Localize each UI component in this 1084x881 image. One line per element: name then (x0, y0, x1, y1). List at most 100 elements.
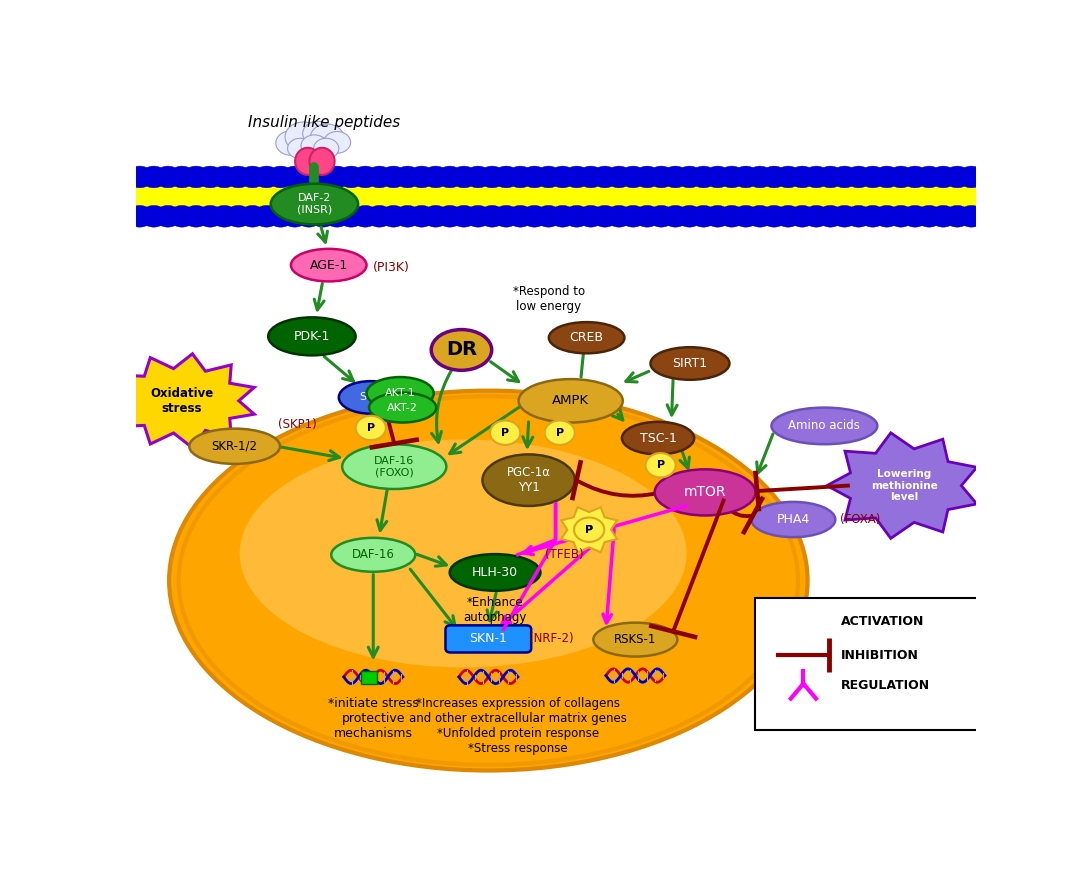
Text: REGULATION: REGULATION (841, 678, 930, 692)
Polygon shape (827, 433, 977, 538)
Circle shape (168, 205, 195, 227)
Circle shape (423, 167, 449, 188)
Circle shape (287, 138, 313, 159)
Bar (136, 182, 976, 212)
Text: SGK: SGK (359, 392, 383, 403)
Circle shape (817, 205, 843, 227)
Circle shape (140, 167, 167, 188)
Circle shape (507, 205, 533, 227)
Circle shape (268, 167, 294, 188)
Text: (FOXA): (FOXA) (839, 513, 880, 526)
Ellipse shape (650, 347, 730, 380)
Circle shape (916, 205, 943, 227)
Circle shape (691, 205, 717, 227)
Circle shape (465, 167, 491, 188)
Ellipse shape (339, 381, 402, 414)
Circle shape (888, 167, 915, 188)
Circle shape (761, 167, 787, 188)
Circle shape (944, 205, 971, 227)
Circle shape (620, 205, 646, 227)
Circle shape (182, 167, 209, 188)
Text: HLH-30: HLH-30 (472, 566, 518, 579)
Text: CREB: CREB (569, 331, 604, 344)
Ellipse shape (518, 379, 622, 423)
Text: Lowering
methionine
level: Lowering methionine level (870, 469, 938, 502)
Text: *Respond to
low energy: *Respond to low energy (513, 285, 585, 313)
Circle shape (916, 167, 943, 188)
FancyBboxPatch shape (756, 597, 986, 729)
Circle shape (196, 205, 223, 227)
Text: *initiate stress
protective
mechanisms: *initiate stress protective mechanisms (327, 697, 418, 740)
Text: P: P (501, 427, 509, 438)
Circle shape (592, 205, 618, 227)
Circle shape (324, 131, 350, 153)
Text: DAF-16
(FOXO): DAF-16 (FOXO) (374, 455, 414, 478)
Circle shape (691, 167, 717, 188)
Ellipse shape (549, 322, 624, 353)
Circle shape (521, 167, 547, 188)
Ellipse shape (482, 455, 575, 506)
Text: Oxidative
stress: Oxidative stress (150, 387, 214, 415)
Text: SIRT1: SIRT1 (672, 357, 708, 370)
Ellipse shape (450, 554, 541, 591)
Text: P: P (556, 427, 564, 438)
Circle shape (451, 167, 477, 188)
Circle shape (154, 167, 181, 188)
Ellipse shape (622, 422, 694, 455)
Circle shape (268, 205, 294, 227)
Circle shape (958, 167, 985, 188)
Circle shape (521, 205, 547, 227)
Circle shape (380, 205, 406, 227)
Circle shape (324, 205, 350, 227)
Circle shape (564, 205, 590, 227)
Circle shape (275, 130, 306, 155)
Text: P: P (585, 525, 593, 535)
Text: P: P (585, 525, 593, 535)
Ellipse shape (240, 440, 686, 668)
Text: PHA4: PHA4 (776, 513, 810, 526)
Text: (SKP1): (SKP1) (279, 418, 317, 431)
Circle shape (831, 205, 857, 227)
Ellipse shape (343, 444, 447, 489)
Circle shape (254, 167, 280, 188)
Circle shape (126, 167, 153, 188)
Circle shape (761, 205, 787, 227)
Circle shape (182, 205, 209, 227)
Circle shape (676, 167, 702, 188)
Circle shape (490, 420, 520, 445)
Circle shape (352, 205, 378, 227)
Circle shape (282, 167, 308, 188)
Circle shape (544, 420, 575, 445)
Circle shape (310, 205, 336, 227)
Circle shape (296, 205, 322, 227)
Circle shape (747, 167, 773, 188)
Ellipse shape (291, 248, 366, 281)
Text: AMPK: AMPK (552, 395, 590, 407)
Circle shape (803, 167, 829, 188)
Ellipse shape (366, 377, 434, 410)
Circle shape (356, 416, 386, 440)
Circle shape (705, 167, 731, 188)
Circle shape (550, 167, 576, 188)
Circle shape (564, 167, 590, 188)
Circle shape (282, 205, 308, 227)
Circle shape (860, 167, 886, 188)
Ellipse shape (431, 329, 492, 370)
Circle shape (606, 205, 632, 227)
Circle shape (775, 167, 801, 188)
Circle shape (803, 205, 829, 227)
Circle shape (592, 167, 618, 188)
Ellipse shape (295, 148, 321, 175)
Circle shape (338, 205, 364, 227)
Circle shape (366, 167, 392, 188)
Circle shape (380, 167, 406, 188)
Ellipse shape (369, 393, 436, 423)
Text: P: P (366, 423, 375, 433)
Circle shape (578, 167, 604, 188)
Text: SKR-1/2: SKR-1/2 (211, 440, 258, 453)
Circle shape (493, 167, 519, 188)
Circle shape (126, 205, 153, 227)
Circle shape (423, 205, 449, 227)
Circle shape (437, 167, 463, 188)
Circle shape (888, 205, 915, 227)
